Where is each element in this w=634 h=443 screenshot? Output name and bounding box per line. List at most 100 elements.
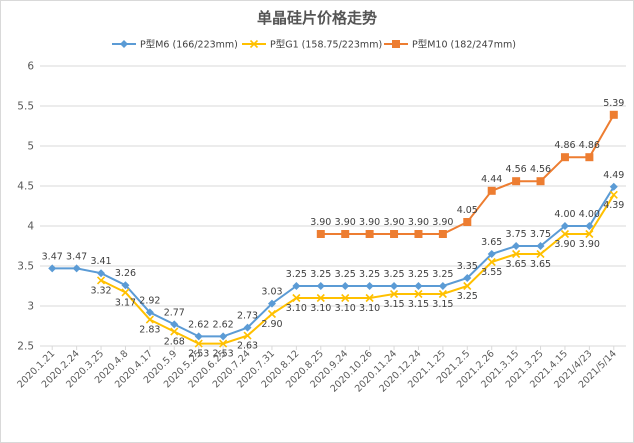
series-layer [48, 110, 618, 348]
data-label: 3.25 [408, 269, 429, 280]
data-label: 2.63 [237, 341, 258, 352]
chart-title: 单晶硅片价格走势 [257, 9, 377, 27]
data-label: 3.26 [115, 268, 136, 279]
data-point [72, 264, 81, 273]
data-label: 3.90 [359, 217, 380, 228]
data-label: 3.15 [432, 299, 453, 310]
data-point [585, 153, 594, 162]
data-point [414, 282, 423, 290]
data-point [145, 315, 154, 324]
y-tick-label: 4.5 [17, 181, 34, 193]
data-label: 3.90 [310, 217, 331, 228]
data-label: 2.73 [237, 311, 258, 322]
y-tick-label: 2.5 [17, 341, 34, 353]
data-label: 2.92 [139, 295, 160, 306]
legend-label: P型G1 (158.75/223mm) [270, 40, 382, 51]
legend-marker [120, 40, 128, 48]
data-label: 3.25 [383, 269, 404, 280]
y-tick-label: 6 [27, 61, 34, 73]
series-0 [48, 182, 618, 341]
data-point [121, 288, 130, 297]
data-point [365, 230, 374, 238]
data-labels: 3.47 3.47 3.413.262.922.772.62 2.622.733.03… [42, 98, 625, 360]
data-point [560, 153, 569, 162]
data-label: 3.47 [42, 251, 63, 262]
data-label: 3.25 [457, 291, 478, 302]
data-label: 2.77 [164, 307, 185, 318]
data-label: 4.49 [603, 170, 624, 181]
data-label: 2.62 [188, 319, 209, 330]
data-label: 3.47 [66, 251, 87, 262]
data-label: 2.68 [164, 337, 185, 348]
data-point [341, 293, 350, 303]
y-axis: 2.5 3 3.5 4 4.5 5 5.5 6 [17, 61, 34, 353]
data-point [389, 289, 399, 299]
series-line [100, 194, 615, 345]
data-label: 2.83 [139, 325, 160, 336]
data-point [316, 282, 325, 290]
data-label: 4.44 [481, 174, 502, 185]
data-point [414, 289, 423, 299]
series-line [52, 186, 615, 338]
data-point [365, 282, 374, 290]
data-label: 3.25 [432, 269, 453, 280]
data-point [341, 230, 350, 238]
data-label: 3.65 [530, 259, 551, 270]
data-point [316, 230, 325, 238]
data-label: 2.53 [188, 349, 209, 360]
data-point [536, 242, 545, 250]
data-label: 3.10 [310, 303, 331, 314]
data-label: 3.15 [408, 299, 429, 310]
x-axis: 2020.1.212020.2.242020.3.252020.4.82020.… [15, 346, 619, 395]
data-label: 2.62 [213, 319, 234, 330]
data-point [487, 257, 496, 267]
data-label: 4.00 [579, 209, 600, 220]
legend-item-1: P型G1 (158.75/223mm) [242, 40, 382, 51]
data-point [463, 274, 472, 282]
data-label: 3.10 [335, 303, 356, 314]
data-point [609, 110, 618, 119]
data-point [512, 249, 521, 259]
y-tick-label: 5.5 [17, 101, 34, 113]
data-point [487, 250, 496, 258]
data-point [243, 323, 252, 332]
data-label: 3.32 [90, 285, 111, 296]
data-point [219, 332, 228, 341]
data-point [267, 309, 277, 319]
data-point [536, 249, 545, 259]
data-label: 2.90 [261, 319, 282, 330]
data-label: 2.53 [213, 349, 234, 360]
data-point [438, 282, 447, 290]
data-label: 4.05 [457, 205, 478, 216]
data-label: 3.03 [261, 287, 282, 298]
data-point [96, 276, 106, 285]
data-point [194, 332, 203, 341]
data-label: 4.39 [603, 200, 624, 211]
data-point [585, 229, 594, 239]
data-point [97, 269, 106, 278]
data-point [438, 289, 447, 299]
data-label: 3.75 [530, 229, 551, 240]
series-1 [96, 190, 618, 348]
grid-lines [40, 65, 626, 347]
series-2 [316, 110, 618, 238]
y-tick-label: 3.5 [17, 261, 34, 273]
data-label: 3.10 [286, 303, 307, 314]
data-point [194, 339, 203, 348]
data-label: 3.41 [90, 256, 111, 267]
data-point [414, 230, 423, 238]
data-point [585, 222, 594, 230]
data-point [48, 264, 57, 273]
data-label: 3.25 [335, 269, 356, 280]
data-label: 3.90 [579, 239, 600, 250]
data-point [365, 293, 374, 303]
data-point [292, 282, 301, 290]
data-point [438, 230, 447, 238]
data-point [170, 320, 179, 329]
legend-marker [249, 39, 259, 49]
data-label: 3.90 [554, 239, 575, 250]
legend-item-2: P型M10 (182/247mm) [384, 40, 516, 51]
data-point [267, 299, 276, 308]
data-label: 3.10 [359, 303, 380, 314]
